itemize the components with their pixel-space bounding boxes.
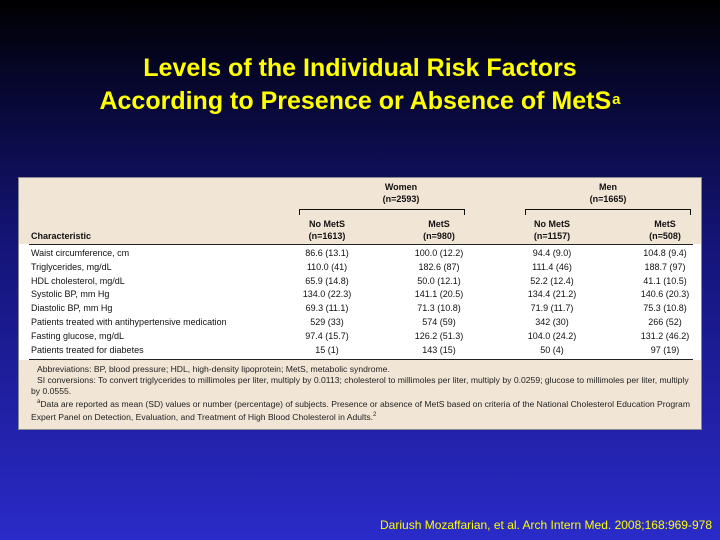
footnote-a-ref: 2: [373, 411, 377, 418]
cell-m-yes: 131.2 (46.2): [640, 330, 690, 341]
cell-m-yes: 266 (52): [648, 317, 682, 327]
cell-m-no: 342 (30): [535, 317, 569, 327]
cell-m-yes: 140.6 (20.3): [640, 289, 690, 300]
table-row: Fasting glucose, mg/dL 97.4 (15.7) 126.2 (…: [19, 330, 701, 344]
men-mets-label: MetS: [654, 219, 676, 229]
cell-w-yes: 126.2 (51.3): [414, 330, 464, 341]
men-no-mets-n: (n=1157): [533, 231, 571, 241]
cell-w-yes: 71.3 (10.8): [417, 303, 461, 314]
citation: Dariush Mozaffarian, et al. Arch Intern …: [380, 518, 712, 532]
cell-w-no: 110.0 (41): [306, 261, 348, 272]
cell-w-yes: 143 (15): [422, 344, 456, 355]
women-n: (n=2593): [382, 194, 420, 204]
men-no-mets-label: No MetS: [534, 219, 570, 229]
men-label: Men: [599, 182, 617, 192]
slide-title-line2-text: According to Presence or Absence of MetS: [99, 87, 612, 115]
row-label: Fasting glucose, mg/dL: [31, 330, 125, 341]
footnote-a-marker: a: [37, 399, 41, 405]
table-row: Triglycerides, mg/dL 110.0 (41) 182.6 (87)…: [19, 261, 701, 275]
table-row: Patients treated with antihypertensive m…: [19, 316, 701, 330]
cell-m-no: 134.4 (21.2): [527, 289, 577, 300]
slide-title-line1: Levels of the Individual Risk Factors: [143, 54, 577, 82]
table-row: Systolic BP, mm Hg 134.0 (22.3) 141.1 (20.…: [19, 288, 701, 302]
slide-title-line2: According to Presence or Absence of MetS…: [0, 85, 720, 118]
row-label: HDL cholesterol, mg/dL: [31, 275, 125, 286]
footnote-abbreviations: Abbreviations: BP, blood pressure; HDL, …: [37, 364, 390, 374]
table-row: Patients treated for diabetes 15 (1) 143 (…: [19, 344, 701, 358]
table-footnotes: Abbreviations: BP, blood pressure; HDL, …: [19, 360, 701, 429]
cell-w-no: 65.9 (14.8): [305, 275, 349, 286]
slide-title: Levels of the Individual Risk Factors Ac…: [0, 52, 720, 118]
row-label: Diastolic BP, mm Hg: [31, 303, 113, 314]
men-no-mets-header: No MetS (n=1157): [517, 218, 587, 242]
cell-w-no: 97.4 (15.7): [305, 330, 349, 341]
footnote-a: aData are reported as mean (SD) values o…: [31, 397, 696, 423]
women-mets-n: (n=980): [423, 231, 455, 241]
cell-w-yes: 141.1 (20.5): [414, 289, 464, 300]
cell-w-yes: 182.6 (87): [418, 261, 460, 272]
cell-m-yes: 188.7 (97): [644, 261, 686, 272]
footnote-a-text: Data are reported as mean (SD) values or…: [31, 398, 690, 422]
title-superscript: a: [612, 91, 621, 108]
cell-w-no: 134.0 (22.3): [302, 289, 352, 300]
characteristic-header: Characteristic: [31, 231, 92, 241]
women-no-mets-header: No MetS (n=1613): [292, 218, 362, 242]
risk-factor-table: Women (n=2593) Men (n=1665) Characterist…: [18, 177, 702, 430]
table-row: Waist circumference, cm 86.6 (13.1) 100.0 …: [19, 247, 701, 261]
table-row: HDL cholesterol, mg/dL 65.9 (14.8) 50.0 (1…: [19, 275, 701, 289]
cell-m-no: 111.4 (46): [532, 261, 572, 272]
men-group-header: Men (n=1665): [518, 181, 698, 205]
row-label: Patients treated for diabetes: [31, 344, 144, 355]
women-group-header: Women (n=2593): [311, 181, 491, 205]
men-mets-n: (n=508): [649, 231, 681, 241]
cell-m-no: 94.4 (9.0): [532, 248, 572, 258]
women-label: Women: [384, 182, 418, 192]
men-n: (n=1665): [589, 194, 627, 204]
cell-m-yes: 97 (19): [650, 344, 680, 355]
cell-m-yes: 104.8 (9.4): [643, 248, 687, 258]
cell-w-no: 69.3 (11.1): [305, 303, 349, 314]
cell-m-no: 52.2 (12.4): [530, 275, 574, 286]
men-mets-header: MetS (n=508): [630, 218, 700, 242]
women-mets-label: MetS: [428, 219, 450, 229]
footer-rule: [29, 359, 693, 360]
cell-w-yes: 50.0 (12.1): [417, 275, 461, 286]
row-label: Patients treated with antihypertensive m…: [31, 317, 227, 327]
row-label: Systolic BP, mm Hg: [31, 289, 110, 300]
cell-m-yes: 41.1 (10.5): [643, 275, 687, 286]
cell-m-yes: 75.3 (10.8): [643, 303, 687, 314]
cell-m-no: 50 (4): [540, 344, 564, 355]
cell-w-no: 86.6 (13.1): [305, 248, 349, 258]
cell-w-no: 15 (1): [315, 344, 339, 355]
women-bracket: [299, 209, 465, 215]
header-rule: [29, 244, 693, 245]
cell-m-no: 104.0 (24.2): [527, 330, 577, 341]
cell-m-no: 71.9 (11.7): [530, 303, 574, 314]
women-mets-header: MetS (n=980): [404, 218, 474, 242]
men-bracket: [525, 209, 691, 215]
cell-w-yes: 574 (59): [422, 317, 456, 327]
footnote-si-conversions: SI conversions: To convert triglycerides…: [31, 375, 689, 396]
cell-w-no: 529 (33): [310, 317, 344, 327]
table-header: Women (n=2593) Men (n=1665) Characterist…: [19, 178, 701, 244]
women-no-mets-label: No MetS: [309, 219, 345, 229]
row-label: Waist circumference, cm: [31, 248, 130, 258]
row-label: Triglycerides, mg/dL: [31, 261, 112, 272]
table-row: Diastolic BP, mm Hg 69.3 (11.1) 71.3 (10.8…: [19, 302, 701, 316]
women-no-mets-n: (n=1613): [308, 231, 346, 241]
cell-w-yes: 100.0 (12.2): [414, 248, 464, 258]
